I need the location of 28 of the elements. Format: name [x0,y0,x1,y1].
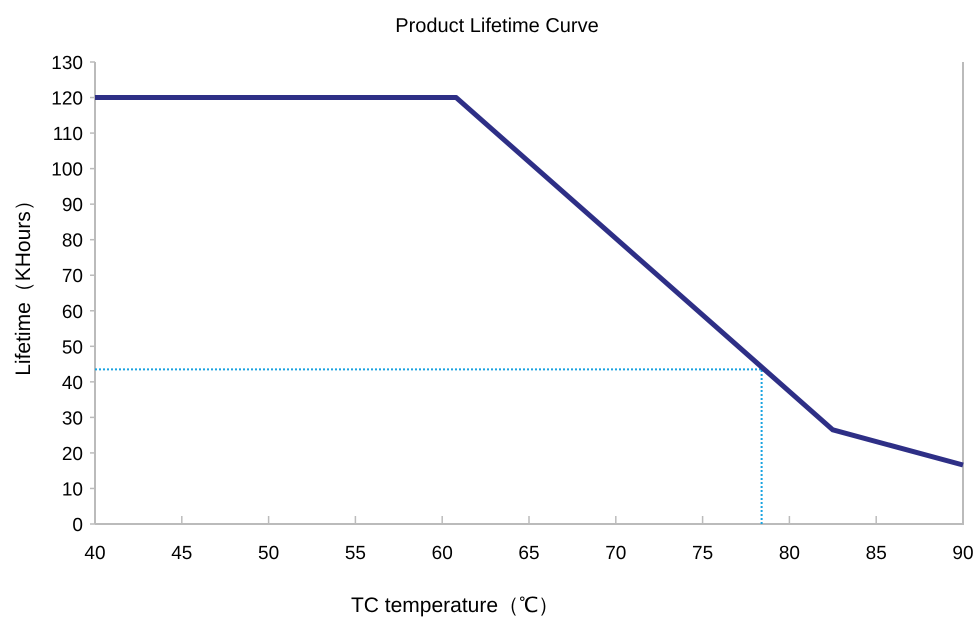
ytick: 0 [72,515,83,536]
ylabel: Lifetime（KHours） [12,190,35,376]
xtick: 70 [605,543,626,564]
xlabel: TC temperature（℃） [350,594,560,617]
xtick: 75 [692,543,714,564]
xtick: 40 [84,543,106,564]
xtick: 80 [778,543,800,564]
xtick: 60 [432,543,453,564]
ytick: 110 [52,124,83,146]
ytick: 90 [62,195,83,216]
xtick: 90 [952,543,974,564]
ytick: 130 [51,53,83,74]
xtick: 45 [171,543,192,564]
ytick: 80 [62,230,83,252]
ytick: 70 [62,266,83,288]
ytick: 100 [51,160,83,181]
ytick: 40 [62,372,83,394]
xtick: 55 [344,543,366,564]
xtick: 50 [258,543,280,564]
ytick: 20 [62,444,83,465]
ytick: 60 [62,302,83,323]
xtick: 85 [866,543,887,564]
title: Product Lifetime Curve [395,15,599,37]
ytick: 30 [62,408,83,430]
ytick: 120 [51,88,83,110]
ytick: 50 [62,337,83,358]
ytick: 10 [62,479,83,500]
xtick: 65 [518,543,540,564]
